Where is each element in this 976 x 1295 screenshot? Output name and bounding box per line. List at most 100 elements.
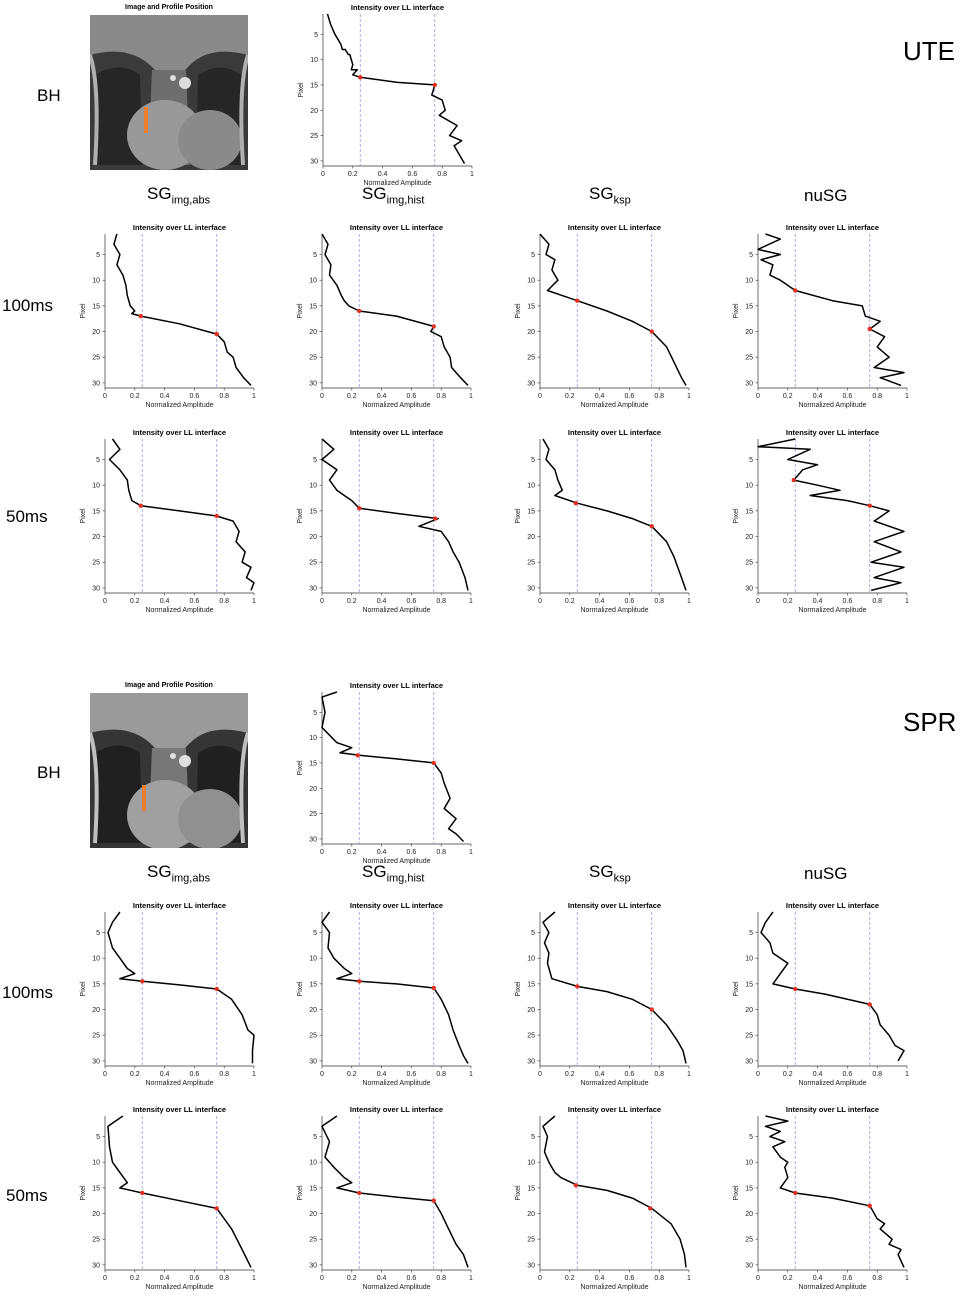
x-tick-label: 0.2 [565, 1071, 575, 1078]
x-tick-label: 0.2 [130, 393, 140, 400]
threshold-crossing-marker [140, 979, 145, 984]
y-tick-label: 5 [531, 1134, 535, 1141]
y-tick-label: 25 [527, 1033, 535, 1040]
chart-ute-100-ksp: Intensity over LL interface 0 0.2 0.4 0.6 0.8… [515, 223, 691, 409]
y-tick-label: 5 [96, 1134, 100, 1141]
x-tick-label: 1 [469, 598, 473, 605]
y-axis-label: Pixel [733, 981, 740, 997]
threshold-crossing-marker [431, 760, 436, 766]
y-axis-label: Pixel [80, 981, 87, 997]
col-label-sg-img-abs-ute: SGimg,abs [147, 184, 211, 207]
x-tick-label: 0.8 [219, 393, 229, 400]
x-tick-label: 0.8 [219, 1275, 229, 1282]
y-tick-label: 30 [527, 585, 535, 592]
threshold-crossing-marker [214, 513, 219, 519]
y-tick-label: 10 [92, 483, 100, 490]
chart-title: Intensity over LL interface [350, 1105, 443, 1114]
y-tick-label: 5 [749, 930, 753, 937]
x-tick-label: 0.6 [190, 1071, 200, 1078]
intensity-profile-line [539, 233, 687, 386]
x-tick-label: 1 [252, 393, 256, 400]
y-tick-label: 20 [92, 329, 100, 336]
x-axis-label: Normalized Amplitude [580, 1080, 648, 1087]
chart-spr-50-ksp: Intensity over LL interface 0 0.2 0.4 0.6 0.8… [515, 1105, 691, 1291]
y-tick-label: 30 [309, 836, 317, 843]
y-tick-label: 10 [745, 278, 753, 285]
intensity-profile-line [326, 13, 466, 164]
x-tick-label: 0.2 [565, 598, 575, 605]
y-tick-label: 5 [313, 252, 317, 259]
y-tick-label: 20 [527, 329, 535, 336]
x-tick-label: 1 [252, 1275, 256, 1282]
x-tick-label: 0.6 [190, 598, 200, 605]
y-tick-label: 15 [527, 508, 535, 515]
chart-ute-100-nusg: Intensity over LL interface 0 0.2 0.4 0.6 0.8… [733, 223, 909, 409]
y-tick-label: 25 [309, 811, 317, 818]
x-tick-label: 1 [905, 393, 909, 400]
col-label-nusg-ute: nuSG [804, 186, 848, 205]
x-tick-label: 0 [756, 393, 760, 400]
x-axis-label: Normalized Amplitude [798, 1080, 866, 1087]
chart-ute-50-nusg: Intensity over LL interface 0 0.2 0.4 0.6 0.8… [733, 428, 909, 614]
y-tick-label: 15 [92, 303, 100, 310]
x-tick-label: 0.8 [437, 171, 447, 178]
y-tick-label: 10 [745, 1160, 753, 1167]
y-tick-label: 15 [92, 1185, 100, 1192]
y-tick-label: 5 [749, 1134, 753, 1141]
x-tick-label: 0.2 [347, 849, 357, 856]
y-tick-label: 20 [309, 1007, 317, 1014]
x-tick-label: 0.2 [783, 1071, 793, 1078]
x-tick-label: 1 [905, 1071, 909, 1078]
y-axis-label: Pixel [80, 1185, 87, 1201]
image-title-ute: Image and Profile Position [125, 4, 213, 11]
chart-title: Intensity over LL interface [350, 901, 443, 910]
x-tick-label: 0.2 [565, 1275, 575, 1282]
x-tick-label: 0 [103, 1275, 107, 1282]
x-tick-label: 0.2 [347, 393, 357, 400]
bh-label-spr: BH [37, 763, 61, 782]
threshold-crossing-marker [793, 986, 798, 992]
y-tick-label: 5 [313, 1134, 317, 1141]
x-tick-label: 0.4 [160, 393, 170, 400]
threshold-crossing-marker [432, 82, 437, 88]
x-tick-label: 0.6 [843, 1071, 853, 1078]
x-tick-label: 0.8 [436, 598, 446, 605]
intensity-profile-line [113, 233, 252, 386]
x-axis-label: Normalized Amplitude [362, 402, 430, 409]
intensity-profile-line [321, 911, 469, 1064]
y-axis-label: Pixel [733, 508, 740, 524]
threshold-crossing-marker [431, 324, 436, 329]
threshold-crossing-marker [357, 506, 362, 511]
y-tick-label: 20 [309, 786, 317, 793]
mri-thumbnail-ute: Image and Profile Position [90, 2, 248, 170]
chart-spr-100-hist: Intensity over LL interface 0 0.2 0.4 0.6 0.8… [297, 901, 473, 1087]
x-tick-label: 0.6 [407, 1275, 417, 1282]
y-axis-label: Pixel [297, 1185, 304, 1201]
x-axis-label: Normalized Amplitude [580, 1284, 648, 1291]
y-tick-label: 15 [527, 1185, 535, 1192]
x-tick-label: 0.6 [407, 1071, 417, 1078]
y-tick-label: 5 [749, 252, 753, 259]
x-tick-label: 0.4 [377, 598, 387, 605]
chart-spr-50-nusg: Intensity over LL interface 0 0.2 0.4 0.6 0.8… [733, 1105, 909, 1291]
y-tick-label: 30 [745, 1058, 753, 1065]
intensity-profile-line [542, 1115, 687, 1268]
y-tick-label: 25 [92, 560, 100, 567]
x-tick-label: 0.8 [219, 598, 229, 605]
mri-thumbnail-spr: Image and Profile Position [90, 680, 248, 848]
col-label-nusg-spr: nuSG [804, 864, 848, 883]
y-tick-label: 25 [309, 355, 317, 362]
x-tick-label: 0.6 [843, 1275, 853, 1282]
y-tick-label: 5 [313, 457, 317, 464]
threshold-crossing-marker [358, 75, 363, 80]
threshold-crossing-marker [793, 288, 798, 293]
y-tick-label: 10 [310, 57, 318, 64]
threshold-crossing-marker [431, 985, 436, 991]
y-tick-label: 25 [309, 1237, 317, 1244]
y-tick-label: 5 [96, 930, 100, 937]
threshold-crossing-marker [140, 1190, 145, 1196]
y-tick-label: 20 [92, 1007, 100, 1014]
y-tick-label: 5 [313, 930, 317, 937]
x-tick-label: 0.6 [190, 1275, 200, 1282]
y-tick-label: 25 [92, 1237, 100, 1244]
